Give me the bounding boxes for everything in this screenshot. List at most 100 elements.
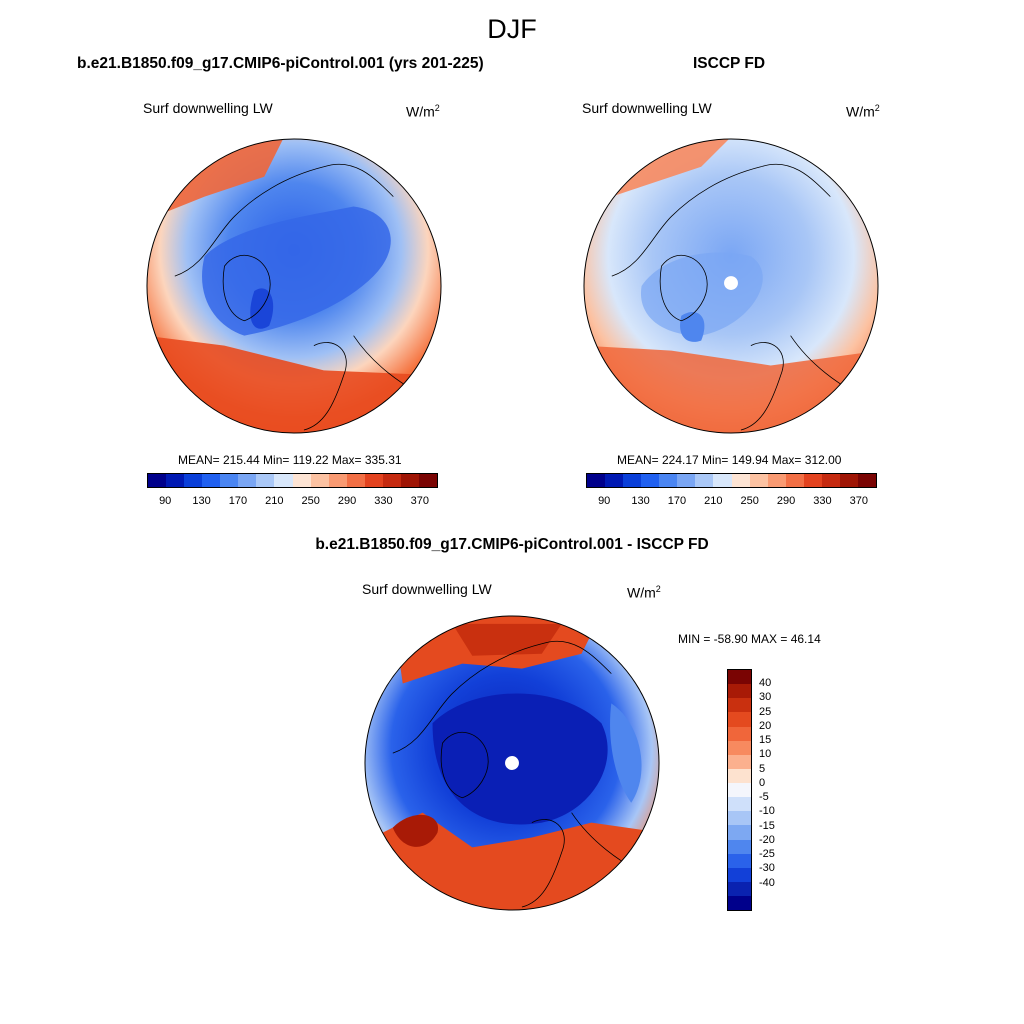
colorbar-swatch <box>166 474 185 487</box>
colorbar-swatch <box>728 670 751 685</box>
colorbar-swatch <box>274 474 293 487</box>
colorbar-tick-label: 20 <box>759 719 772 732</box>
colorbar-swatch <box>238 474 257 487</box>
colorbar-swatch <box>728 740 751 755</box>
panel-obs-stats: MEAN= 224.17 Min= 149.94 Max= 312.00 <box>617 453 842 467</box>
obs-missing-pole <box>724 276 738 290</box>
colorbar-tick-label: 210 <box>704 495 723 507</box>
panel-obs-colorbar-ticks: 90 130 170 210 250 290 330 370 <box>586 495 877 509</box>
colorbar-swatch <box>184 474 203 487</box>
colorbar-tick-label: -5 <box>759 791 769 804</box>
model-cold-core <box>202 206 391 336</box>
obs-coast-greenland <box>659 255 708 322</box>
colorbar-tick-label: 250 <box>301 495 320 507</box>
colorbar-tick-label: -25 <box>759 848 775 861</box>
diff-coast-greenland <box>440 732 489 799</box>
colorbar-swatch <box>641 474 660 487</box>
panel-obs-colorbar <box>586 473 877 488</box>
colorbar-swatch <box>382 474 401 487</box>
colorbar-swatch <box>695 474 714 487</box>
colorbar-swatch <box>202 474 221 487</box>
colorbar-swatch <box>803 474 822 487</box>
colorbar-tick-label: 130 <box>631 495 650 507</box>
colorbar-swatch <box>148 474 167 487</box>
panel-model-stats: MEAN= 215.44 Min= 119.22 Max= 335.31 <box>178 453 402 467</box>
colorbar-swatch <box>623 474 642 487</box>
diff-missing-pole <box>505 756 519 770</box>
colorbar-swatch <box>728 684 751 699</box>
colorbar-swatch <box>328 474 347 487</box>
obs-coldest-spot <box>680 311 705 342</box>
obs-coast-america <box>611 163 831 277</box>
panel-model-variable-label: Surf downwelling LW <box>143 100 273 116</box>
colorbar-tick-label: 170 <box>667 495 687 507</box>
colorbar-swatch <box>728 768 751 783</box>
colorbar-tick-label: 40 <box>759 677 772 690</box>
colorbar-swatch <box>659 474 678 487</box>
colorbar-swatch <box>821 474 840 487</box>
colorbar-tick-label: -15 <box>759 819 775 832</box>
colorbar-swatch <box>728 783 751 798</box>
colorbar-tick-label: 210 <box>265 495 284 507</box>
colorbar-swatch <box>587 474 606 487</box>
colorbar-swatch <box>728 839 751 854</box>
model-coldest-spot <box>250 288 274 329</box>
colorbar-swatch <box>400 474 419 487</box>
colorbar-tick-label: 90 <box>598 495 611 507</box>
colorbar-tick-label: 10 <box>759 748 772 761</box>
panel-obs-variable-label: Surf downwelling LW <box>582 100 712 116</box>
colorbar-swatch <box>767 474 786 487</box>
colorbar-swatch <box>256 474 275 487</box>
panel-model-units: W/m2 <box>406 103 440 120</box>
panel-diff-variable-label: Surf downwelling LW <box>362 581 492 597</box>
colorbar-tick-label: -20 <box>759 833 775 846</box>
colorbar-swatch <box>731 474 750 487</box>
colorbar-tick-label: 370 <box>410 495 429 507</box>
colorbar-swatch <box>677 474 696 487</box>
colorbar-tick-label: 5 <box>759 762 766 775</box>
colorbar-swatch <box>713 474 732 487</box>
model-coast-america <box>174 163 394 277</box>
panel-diff-units: W/m2 <box>627 584 661 601</box>
panel-obs-title: ISCCP FD <box>693 55 766 72</box>
colorbar-swatch <box>292 474 311 487</box>
colorbar-swatch <box>418 474 437 487</box>
colorbar-tick-label: 290 <box>776 495 796 507</box>
season-title: DJF <box>487 14 537 44</box>
colorbar-swatch <box>785 474 804 487</box>
colorbar-tick-label: 15 <box>759 734 772 747</box>
colorbar-swatch <box>728 811 751 826</box>
colorbar-swatch <box>728 726 751 741</box>
colorbar-swatch <box>857 474 876 487</box>
colorbar-swatch <box>346 474 365 487</box>
diff-warm-pacific-core <box>452 623 562 656</box>
colorbar-tick-label: 290 <box>337 495 357 507</box>
panel-model-colorbar-ticks: 90 130 170 210 250 290 330 370 <box>147 495 438 509</box>
panel-diff-colorbar <box>727 669 752 911</box>
colorbar-swatch <box>220 474 239 487</box>
colorbar-tick-label: 30 <box>759 691 772 704</box>
colorbar-tick-label: 330 <box>813 495 832 507</box>
diff-coast-america <box>392 640 612 754</box>
panel-diff-colorbar-ticks: 40 30 25 20 15 10 5 0 -5 -10 -15 -20 -25 -30 -40 <box>759 669 799 911</box>
panel-obs-units: W/m2 <box>846 103 880 120</box>
colorbar-swatch <box>728 881 751 896</box>
panel-diff-map <box>364 615 660 911</box>
colorbar-tick-label: 250 <box>740 495 759 507</box>
colorbar-tick-label: 330 <box>374 495 393 507</box>
diff-cold-core <box>432 693 608 825</box>
model-warm-atlantic <box>146 335 442 434</box>
colorbar-swatch <box>839 474 858 487</box>
colorbar-tick-label: -30 <box>759 862 775 875</box>
colorbar-swatch <box>364 474 383 487</box>
colorbar-swatch <box>728 896 751 911</box>
diff-mid-cold-east <box>610 703 642 803</box>
panel-obs-map <box>583 138 879 434</box>
colorbar-swatch <box>605 474 624 487</box>
colorbar-swatch <box>728 754 751 769</box>
diff-warm-atlantic <box>364 812 660 911</box>
colorbar-swatch <box>728 825 751 840</box>
colorbar-tick-label: -10 <box>759 805 775 818</box>
colorbar-tick-label: 370 <box>849 495 868 507</box>
colorbar-tick-label: 90 <box>159 495 172 507</box>
